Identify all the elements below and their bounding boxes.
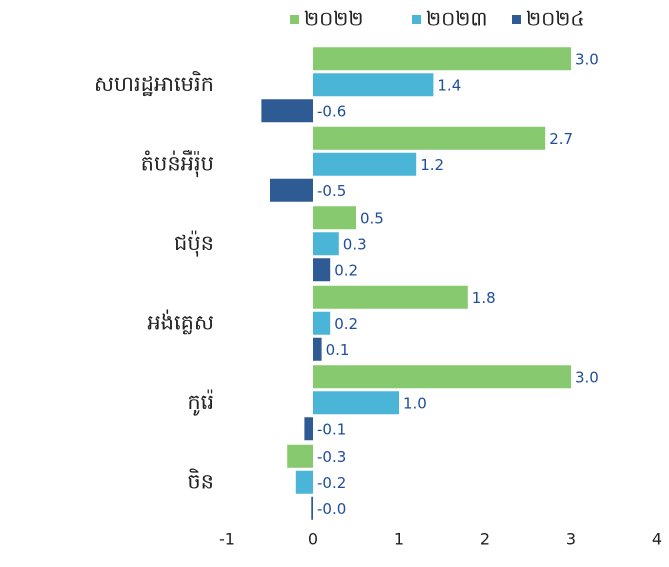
bar	[295, 470, 313, 494]
value-label: -0.3	[317, 448, 346, 466]
category-label: ជប៉ុន	[174, 230, 214, 257]
value-label: -0.2	[317, 474, 346, 492]
value-label: 1.8	[472, 289, 496, 307]
category-label: សហរដ្ឋអាមេរិក	[94, 71, 214, 97]
value-label: 1.0	[403, 394, 427, 412]
x-tick-label: -1	[219, 530, 235, 549]
bar	[287, 444, 313, 468]
bar	[304, 417, 313, 441]
value-label: 3.0	[575, 50, 599, 68]
x-tick-label: 3	[566, 530, 576, 549]
value-label: -0.1	[317, 420, 346, 438]
legend-swatch	[290, 15, 299, 24]
value-label: -0.0	[317, 500, 346, 518]
value-label: -0.6	[317, 102, 346, 120]
category-label: កូរ៉េ	[187, 389, 214, 416]
value-label: 0.2	[334, 261, 358, 279]
value-label: 2.7	[549, 130, 573, 148]
bar	[261, 99, 313, 123]
x-tick-label: 0	[308, 530, 318, 549]
x-tick-label: 1	[394, 530, 404, 549]
legend-swatch	[412, 15, 421, 24]
value-label: 0.2	[334, 315, 358, 333]
bar	[313, 47, 571, 71]
bar	[313, 206, 356, 230]
bar	[270, 178, 313, 202]
bar	[313, 73, 434, 97]
bar	[313, 126, 546, 150]
legend-swatch	[512, 15, 521, 24]
bar	[313, 311, 331, 335]
bar	[313, 258, 331, 282]
x-tick-label: 4	[652, 530, 662, 549]
bar	[313, 232, 339, 256]
bar	[313, 285, 468, 309]
bar	[313, 152, 417, 176]
value-label: 0.5	[360, 209, 384, 227]
legend-label: ២០២២	[304, 7, 364, 31]
bar	[313, 391, 399, 415]
bar	[313, 365, 571, 389]
category-label: ចិន	[187, 468, 214, 493]
value-label: 3.0	[575, 368, 599, 386]
x-tick-label: 2	[480, 530, 490, 549]
bar	[313, 337, 322, 361]
value-label: 1.2	[420, 156, 444, 174]
value-label: 0.1	[326, 341, 350, 359]
legend-label: ២០២៤	[526, 7, 585, 31]
bar	[311, 496, 313, 520]
legend-label: ២០២៣	[426, 7, 488, 31]
category-label: តំបន់អឺរ៉ុប	[141, 149, 214, 177]
value-label: 0.3	[343, 235, 367, 253]
value-label: -0.5	[317, 182, 346, 200]
category-label: អង់គ្លេស	[147, 309, 214, 334]
value-label: 1.4	[437, 76, 461, 94]
